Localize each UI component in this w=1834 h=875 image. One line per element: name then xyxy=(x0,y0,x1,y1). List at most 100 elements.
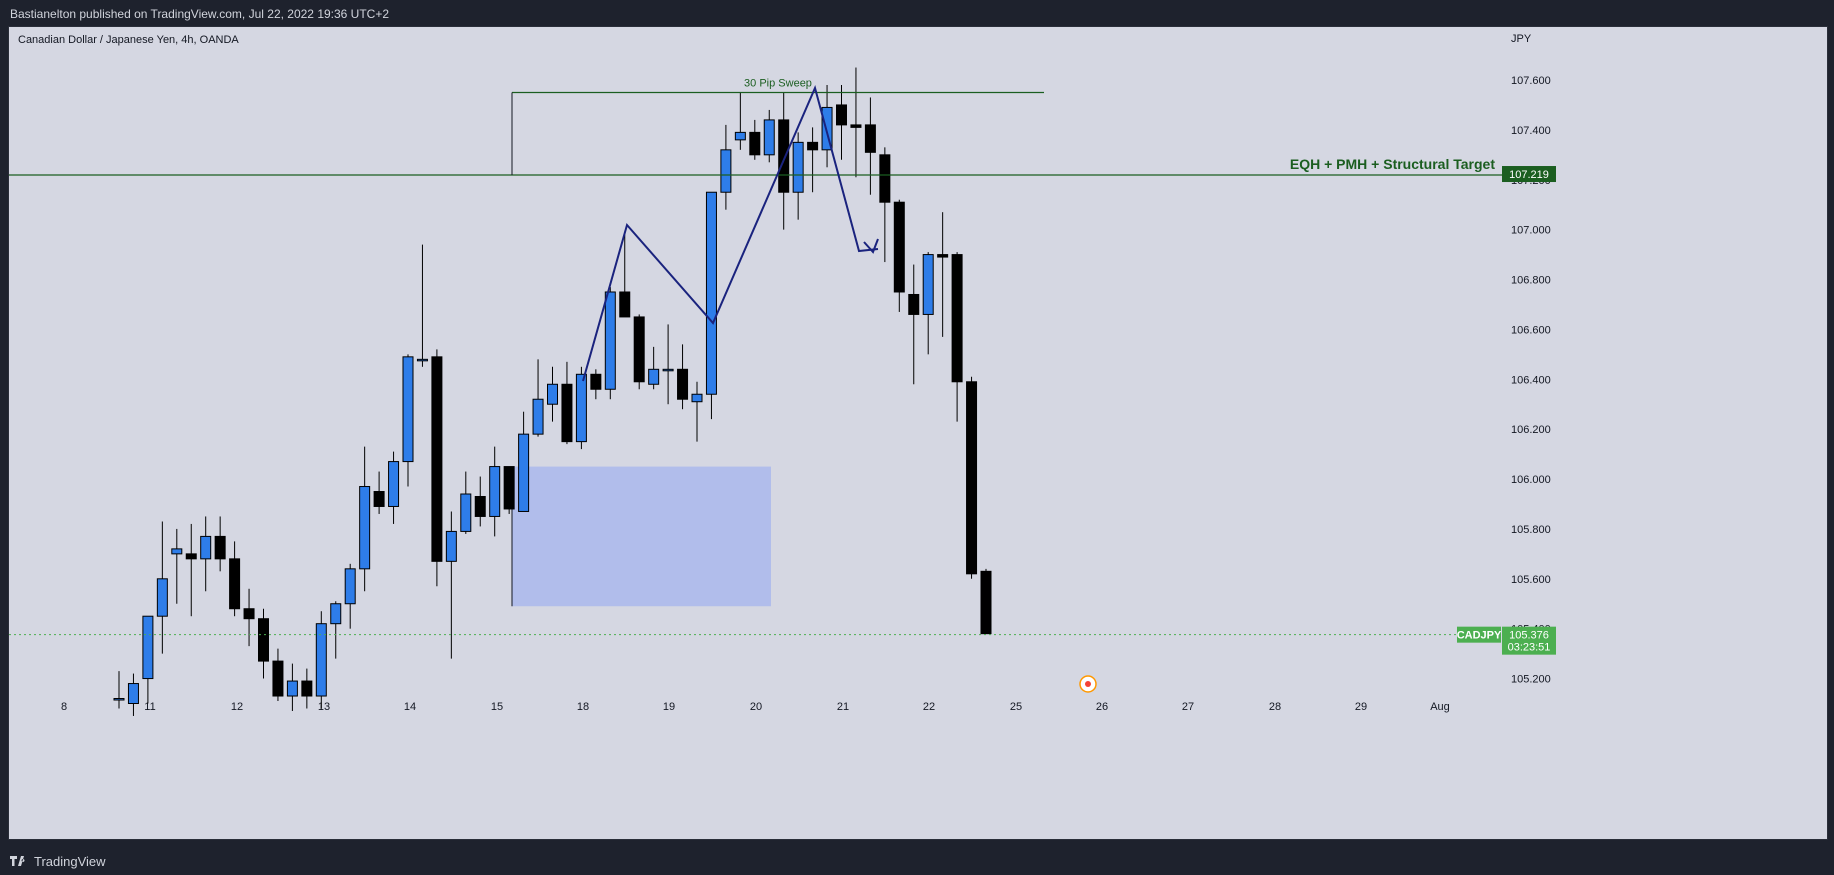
candle-body xyxy=(445,530,457,562)
candle[interactable] xyxy=(431,349,443,587)
candle-body xyxy=(301,680,313,697)
candle[interactable] xyxy=(705,191,717,420)
candle[interactable] xyxy=(258,608,269,679)
y-tick-label: 105.600 xyxy=(1511,574,1551,586)
candle[interactable] xyxy=(720,124,732,210)
candle[interactable] xyxy=(763,109,775,163)
tradingview-brand[interactable]: TradingView xyxy=(10,854,106,869)
candle-body xyxy=(705,191,717,395)
candle-body xyxy=(763,119,775,156)
candle[interactable] xyxy=(677,344,689,410)
candle[interactable] xyxy=(561,361,573,445)
annotations: EQH + PMH + Structural Target 107.219 30 P… xyxy=(9,77,1556,655)
candle[interactable] xyxy=(575,366,587,450)
x-tick-label: 19 xyxy=(663,701,675,713)
candle[interactable] xyxy=(402,354,414,487)
candle[interactable] xyxy=(445,511,457,659)
candle[interactable] xyxy=(662,324,674,405)
fvg-zone-rect xyxy=(512,466,771,607)
candle[interactable] xyxy=(951,252,963,422)
x-tick-label: 18 xyxy=(577,701,589,713)
candle[interactable] xyxy=(127,673,139,716)
candle[interactable] xyxy=(344,563,356,629)
candle[interactable] xyxy=(330,601,342,659)
y-tick-label: 107.000 xyxy=(1511,225,1551,237)
candle[interactable] xyxy=(864,97,876,195)
candlestick-chart[interactable]: Canadian Dollar / Japanese Yen, 4h, OAND… xyxy=(9,27,1827,839)
candle[interactable] xyxy=(922,252,934,355)
candle[interactable] xyxy=(749,119,761,160)
candle[interactable] xyxy=(359,446,371,592)
candle[interactable] xyxy=(604,287,616,400)
candle[interactable] xyxy=(966,376,978,579)
candle[interactable] xyxy=(373,471,385,514)
candle[interactable] xyxy=(301,668,313,709)
arrow-head xyxy=(863,238,879,254)
y-tick-label: 107.600 xyxy=(1511,75,1551,87)
candle[interactable] xyxy=(980,568,992,635)
candle[interactable] xyxy=(185,523,197,617)
candle[interactable] xyxy=(937,212,949,337)
candle[interactable] xyxy=(691,381,703,442)
x-axis[interactable]: 8 11 12 13 14 15 18 19 20 21 22 25 26 27 28 29 Aug xyxy=(61,701,1450,713)
candle[interactable] xyxy=(388,451,400,524)
candle[interactable] xyxy=(836,84,847,160)
candle[interactable] xyxy=(272,648,284,702)
candle[interactable] xyxy=(489,446,501,537)
candle-body xyxy=(648,368,660,385)
candle[interactable] xyxy=(156,521,168,654)
y-tick-label: 106.200 xyxy=(1511,424,1551,436)
candle[interactable] xyxy=(200,516,212,592)
candle[interactable] xyxy=(518,411,530,512)
candle[interactable] xyxy=(619,234,631,318)
sweep-label: 30 Pip Sweep xyxy=(744,77,812,89)
candle[interactable] xyxy=(214,516,226,572)
candle[interactable] xyxy=(315,611,327,709)
candle[interactable] xyxy=(821,84,833,168)
candle-body xyxy=(171,548,183,555)
candle[interactable] xyxy=(416,244,428,367)
candle-body xyxy=(113,698,125,701)
candle[interactable] xyxy=(171,528,183,604)
candle[interactable] xyxy=(850,67,862,178)
candle[interactable] xyxy=(879,147,891,263)
candle[interactable] xyxy=(633,314,645,390)
x-tick-label: 15 xyxy=(491,701,503,713)
y-tick-label: 106.800 xyxy=(1511,275,1551,287)
x-tick-label: 20 xyxy=(750,701,762,713)
candle[interactable] xyxy=(590,369,602,400)
y-tick-label: 107.400 xyxy=(1511,125,1551,137)
y-tick-label: 105.800 xyxy=(1511,524,1551,536)
candle-body xyxy=(821,106,833,151)
candle-body xyxy=(619,291,631,318)
y-axis[interactable]: 107.600107.400107.200107.000106.800106.6… xyxy=(1511,75,1551,686)
candle[interactable] xyxy=(532,359,544,437)
candle[interactable] xyxy=(243,588,255,647)
candle[interactable] xyxy=(286,663,298,711)
candle-body xyxy=(185,553,197,560)
candle[interactable] xyxy=(142,615,154,704)
candle[interactable] xyxy=(648,346,660,390)
candle-body xyxy=(734,131,746,141)
x-tick-label: 29 xyxy=(1355,701,1367,713)
candle[interactable] xyxy=(474,476,486,527)
candle[interactable] xyxy=(893,199,905,312)
eqh-level-label: EQH + PMH + Structural Target xyxy=(1290,156,1495,172)
chart-frame[interactable]: Canadian Dollar / Japanese Yen, 4h, OAND… xyxy=(8,26,1828,840)
candle-body xyxy=(431,356,443,562)
candle-body xyxy=(388,461,400,507)
candle[interactable] xyxy=(908,264,920,385)
candle[interactable] xyxy=(460,471,472,534)
candle-body xyxy=(359,486,371,570)
x-tick-label: 21 xyxy=(837,701,849,713)
candle[interactable] xyxy=(547,366,558,422)
candle-body xyxy=(402,356,414,463)
candle[interactable] xyxy=(734,92,746,150)
candle[interactable] xyxy=(503,466,515,514)
candle[interactable] xyxy=(792,132,804,220)
publish-text: Bastianelton published on TradingView.co… xyxy=(10,7,390,21)
candle[interactable] xyxy=(807,127,819,193)
symbol-tag[interactable] xyxy=(1457,626,1501,643)
candle[interactable] xyxy=(229,541,241,617)
candle[interactable] xyxy=(113,671,125,709)
